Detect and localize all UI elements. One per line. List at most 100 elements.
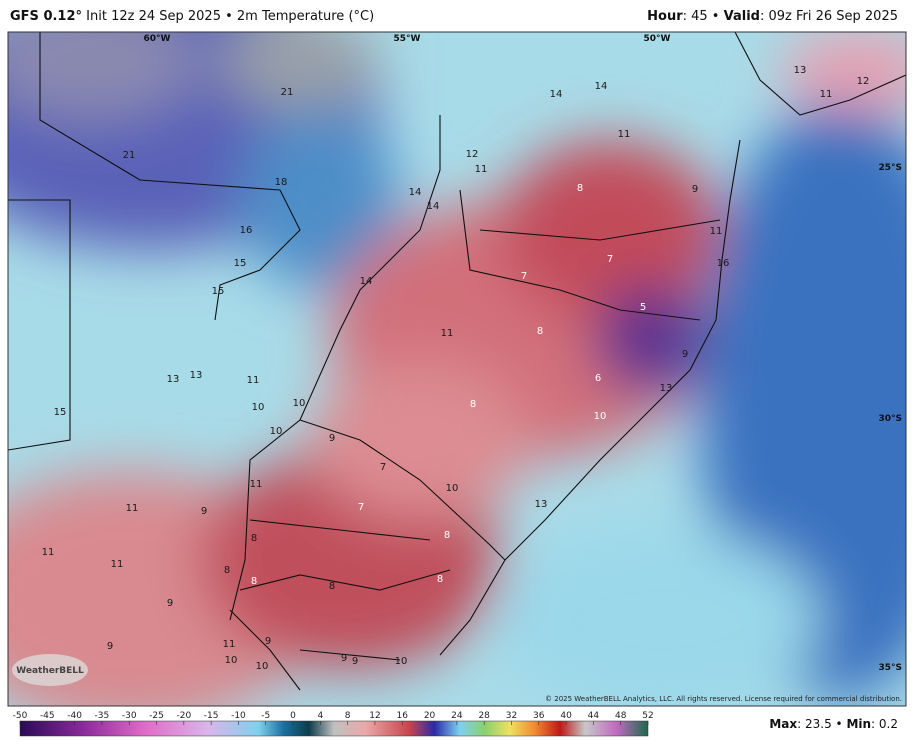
temperature-label: 9 [692, 184, 698, 195]
border [229, 115, 441, 621]
temperature-label: 8 [577, 183, 583, 194]
temperature-label: 13 [535, 499, 548, 510]
temperature-label: 21 [281, 87, 294, 98]
temperature-label: 10 [446, 483, 459, 494]
stat: : 0.2 [871, 717, 898, 731]
longitude-label: 60°W [144, 34, 171, 44]
border [479, 219, 721, 241]
colorbar-tick-label: -10 [231, 711, 246, 721]
temperature-label: 16 [717, 258, 730, 269]
temperature-label: 15 [54, 407, 67, 418]
temperature-label: 16 [240, 225, 253, 236]
temperature-label: 8 [224, 565, 230, 576]
temperature-label: 8 [251, 576, 257, 587]
temperature-label: 9 [329, 433, 335, 444]
temperature-label: 21 [123, 150, 136, 161]
temperature-label: 10 [594, 411, 607, 422]
colorbar-tick-label: 40 [560, 711, 572, 721]
temperature-label: 10 [256, 661, 269, 672]
temperature-label: 11 [126, 503, 139, 514]
temperature-label: 14 [409, 187, 422, 198]
cool-zone [500, 140, 720, 320]
latitude-label: 30°S [878, 414, 902, 424]
temperature-label: 11 [475, 164, 488, 175]
colorbar-tick-label: -20 [176, 711, 191, 721]
colorbar-tick-label: -40 [67, 711, 82, 721]
temperature-label: 9 [201, 506, 207, 517]
latitude-label: 35°S [878, 663, 902, 673]
temperature-label: 12 [857, 76, 870, 87]
border [239, 519, 451, 661]
colorbar-tick-label: -45 [40, 711, 55, 721]
temperature-label: 13 [660, 383, 673, 394]
temperature-label: 9 [167, 598, 173, 609]
colorbar-tick-label: 28 [478, 711, 490, 721]
colorbar-tick-label: -25 [149, 711, 164, 721]
temperature-label: 10 [395, 656, 408, 667]
temperature-label: 9 [682, 349, 688, 360]
temperature-label: 5 [640, 302, 646, 313]
temperature-label: 9 [341, 653, 347, 664]
stat: : 23.5 • [797, 717, 847, 731]
colorbar [19, 720, 649, 737]
temperature-label: 9 [352, 656, 358, 667]
temperature-label: 13 [190, 370, 203, 381]
colorbar-tick-label: 44 [588, 711, 600, 721]
temperature-label: 13 [167, 374, 180, 385]
temperature-label: 10 [225, 655, 238, 666]
header-right: Hour: 45 • Valid: 09z Fri 26 Sep 2025 [647, 9, 898, 24]
temperature-label: 11 [111, 559, 124, 570]
temperature-label: 11 [618, 129, 631, 140]
temperature-label: 11 [223, 639, 236, 650]
temperature-label: 9 [265, 636, 271, 647]
valid-part: Valid [723, 9, 760, 24]
temperature-label: 11 [247, 375, 260, 386]
temperature-label: 15 [212, 286, 225, 297]
valid-part: Hour [647, 9, 683, 24]
valid-part: : 45 • [682, 9, 724, 24]
stat: Min [846, 717, 872, 731]
latitude-label: 25°S [878, 163, 902, 173]
ocean-zone [500, 530, 820, 706]
longitude-label: 55°W [394, 34, 421, 44]
cold-zone [595, 285, 705, 395]
border [299, 419, 506, 561]
temperature-label: 8 [537, 326, 543, 337]
coastline [734, 32, 906, 116]
colorbar-tick-label: 20 [424, 711, 436, 721]
temperature-label: 11 [441, 328, 454, 339]
longitude-label: 50°W [644, 34, 671, 44]
temperature-label: 14 [360, 276, 373, 287]
border [8, 199, 71, 451]
temperature-label: 8 [470, 399, 476, 410]
colorbar-tick-label: -5 [261, 711, 270, 721]
colorbar-tick-label: 4 [317, 711, 323, 721]
temperature-label: 8 [251, 533, 257, 544]
logo-badge [12, 654, 88, 686]
warm-zone [8, 32, 200, 120]
copyright: © 2025 WeatherBELL Analytics, LLC. All r… [545, 695, 902, 703]
temperature-field [8, 32, 906, 706]
temperature-label: 7 [521, 271, 527, 282]
temperature-label: 12 [466, 149, 479, 160]
warm-zone [240, 110, 400, 290]
temperature-label: 11 [820, 89, 833, 100]
temperature-label: 14 [550, 89, 563, 100]
coastline [439, 139, 741, 656]
temperature-label: 7 [607, 254, 613, 265]
cool-zone [780, 32, 906, 110]
model: GFS 0.12° [10, 9, 83, 24]
logo: WeatherBELL [12, 654, 88, 686]
temperature-label: 18 [275, 177, 288, 188]
colorbar-tick-label: 36 [533, 711, 545, 721]
header-left: GFS 0.12° Init 12z 24 Sep 2025 • 2m Temp… [10, 9, 374, 24]
colorbar-tick-label: 32 [506, 711, 517, 721]
border [39, 32, 301, 321]
border [459, 189, 701, 321]
boundaries [8, 32, 906, 691]
temperature-label: 14 [595, 81, 608, 92]
temperature-label: 15 [234, 258, 247, 269]
temperature-label: 11 [42, 547, 55, 558]
temperature-label: 10 [293, 398, 306, 409]
